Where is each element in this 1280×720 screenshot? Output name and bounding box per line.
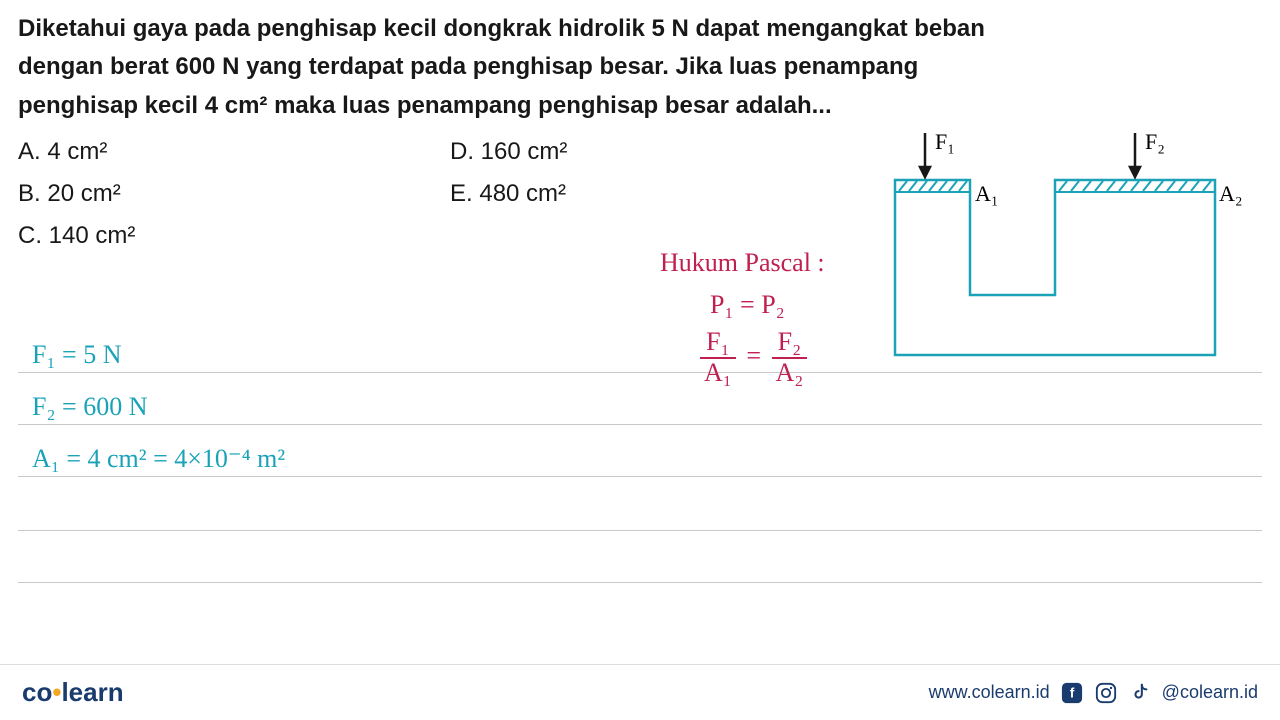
ruled-line	[18, 424, 1262, 425]
ruled-line	[18, 530, 1262, 531]
brand-logo: co•learn	[22, 677, 124, 708]
option-d: D. 160 cm²	[450, 131, 882, 173]
frac-den1: A₁	[700, 359, 736, 388]
svg-text:f: f	[1069, 685, 1074, 700]
hw-f2: F₂ = 600 N	[32, 392, 147, 422]
ruled-line	[18, 476, 1262, 477]
logo-co: co	[22, 677, 52, 707]
diagram-label-f2: F₂	[1145, 129, 1165, 155]
diagram-label-a1: A₁	[975, 181, 999, 207]
hw-frac: F₁ A₁ = F₂ A₂	[700, 328, 807, 387]
footer-handle: @colearn.id	[1162, 682, 1258, 703]
footer: co•learn www.colearn.id f @colearn.id	[0, 664, 1280, 720]
hw-a1: A₁ = 4 cm² = 4×10⁻⁴ m²	[32, 444, 285, 474]
frac-num2: F₂	[772, 328, 808, 359]
question-text: Diketahui gaya pada penghisap kecil dong…	[18, 10, 1262, 125]
tiktok-icon	[1128, 681, 1152, 705]
question-line1: Diketahui gaya pada penghisap kecil dong…	[18, 15, 985, 42]
frac-den2: A₂	[772, 359, 808, 388]
option-c: C. 140 cm²	[18, 215, 450, 257]
hydraulic-diagram: F₁ F₂ A₁ A₂	[885, 125, 1245, 375]
diagram-label-f1: F₁	[935, 129, 955, 155]
facebook-icon: f	[1060, 681, 1084, 705]
hw-f1: F₁ = 5 N	[32, 340, 121, 370]
question-line3: penghisap kecil 4 cm² maka luas penampan…	[18, 92, 832, 119]
footer-url: www.colearn.id	[929, 682, 1050, 703]
hw-title: Hukum Pascal :	[660, 248, 825, 278]
option-b: B. 20 cm²	[18, 173, 450, 215]
hw-eq1: P₁ = P₂	[710, 290, 785, 320]
instagram-icon	[1094, 681, 1118, 705]
ruled-line	[18, 582, 1262, 583]
frac-eq: =	[746, 341, 761, 370]
option-a: A. 4 cm²	[18, 131, 450, 173]
question-line2: dengan berat 600 N yang terdapat pada pe…	[18, 53, 918, 80]
logo-learn: learn	[61, 677, 123, 707]
diagram-label-a2: A₂	[1219, 181, 1243, 207]
option-e: E. 480 cm²	[450, 173, 882, 215]
frac-num1: F₁	[700, 328, 736, 359]
